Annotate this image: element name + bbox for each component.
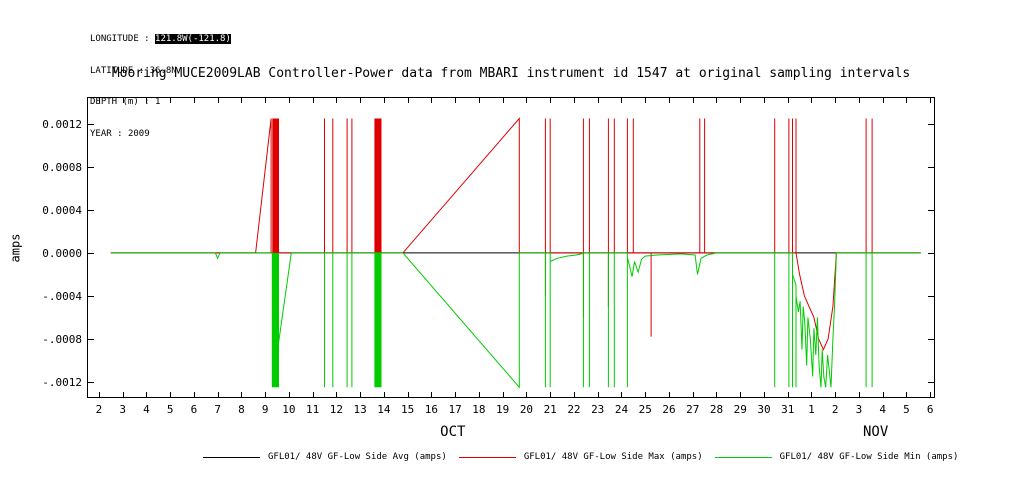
x-tick-label: 5 (166, 403, 174, 416)
legend-line-min (714, 456, 772, 458)
month-label: NOV (862, 424, 889, 440)
y-axis-label-text: amps (8, 233, 22, 262)
x-tick-label: 4 (879, 403, 887, 416)
x-tick-label: 8 (238, 403, 245, 416)
x-tick-label: 11 (306, 403, 320, 416)
x-tick-label: 17 (448, 403, 462, 416)
legend-item-min: GFL01/ 48V GF-Low Side Min (amps) (714, 452, 959, 462)
x-tick-label: 24 (614, 403, 629, 416)
x-tick-label: 3 (855, 403, 863, 416)
x-tick-label: 19 (496, 403, 510, 416)
x-tick-label: 30 (757, 403, 771, 416)
chart-title: Mooring MUCE2009LAB Controller-Power dat… (111, 66, 911, 81)
x-tick-label: 26 (662, 403, 676, 416)
metadata-longitude-value-highlighted: 121.8W(-121.8) (155, 34, 231, 44)
x-tick-label: 18 (472, 403, 486, 416)
metadata-longitude-label: LONGITUDE : (90, 34, 156, 44)
legend-line-avg (203, 456, 260, 458)
metadata-longitude: LONGITUDE : 121.8W(-121.8) (90, 34, 231, 45)
y-tick-label: -.0008 (42, 332, 82, 346)
x-tick-label: 29 (733, 403, 747, 416)
x-tick-label: 6 (926, 403, 934, 416)
legend-label-max: GFL01/ 48V GF-Low Side Max (amps) (523, 452, 703, 462)
x-tick-label: 5 (903, 403, 910, 416)
x-tick-label: 13 (353, 403, 367, 416)
y-tick-label: 0.0012 (42, 117, 82, 131)
x-tick-label: 12 (329, 403, 344, 416)
metadata-year-label: YEAR : (90, 128, 128, 139)
chart-svg (87, 97, 935, 398)
x-tick-label: 21 (543, 403, 557, 416)
y-tick-label: 0.0008 (42, 160, 82, 174)
x-tick-label: 1 (808, 403, 815, 416)
legend-line-max (458, 456, 516, 458)
x-tick-label: 2 (831, 403, 839, 416)
legend-item-max: GFL01/ 48V GF-Low Side Max (amps) (458, 452, 703, 462)
x-tick-label: 25 (638, 403, 652, 416)
legend-item-avg: GFL01/ 48V GF-Low Side Avg (amps) (203, 452, 447, 462)
x-tick-label: 9 (261, 403, 269, 416)
x-tick-label: 31 (781, 403, 795, 416)
y-tick-label: -.0004 (42, 289, 82, 303)
metadata-latitude: LATITUDE : 36.8N (90, 66, 231, 77)
x-tick-label: 28 (709, 403, 724, 416)
x-tick-label: 15 (401, 403, 415, 416)
x-tick-label: 4 (143, 403, 150, 416)
legend: GFL01/ 48V GF-Low Side Avg (amps) GFL01/… (203, 452, 958, 462)
metadata-year: YEAR : 2009 (90, 129, 231, 140)
x-tick-label: 16 (424, 403, 439, 416)
x-tick-label: 27 (686, 403, 700, 416)
y-tick-label: 0.0004 (42, 203, 82, 217)
legend-label-min: GFL01/ 48V GF-Low Side Min (amps) (779, 452, 959, 462)
metadata-latitude-label: LATITUDE : (90, 65, 150, 76)
metadata-year-value: 2009 (127, 128, 150, 139)
x-tick-label: 22 (567, 403, 581, 416)
x-tick-label: 3 (119, 403, 126, 416)
metadata-depth-value: 1 (155, 97, 161, 107)
x-tick-label: 14 (377, 403, 391, 416)
x-tick-label: 10 (282, 403, 296, 416)
x-tick-label: 2 (95, 403, 103, 416)
metadata-latitude-value: 36.8N (149, 65, 177, 76)
x-tick-label: 6 (190, 403, 198, 416)
x-tick-label: 7 (214, 403, 221, 416)
month-label: OCT (440, 424, 466, 440)
y-tick-label: -.0012 (42, 375, 82, 389)
x-tick-label: 23 (591, 403, 605, 416)
y-axis-label: amps (2, 97, 28, 398)
y-tick-label: 0.0000 (42, 246, 82, 260)
x-tick-label: 20 (519, 403, 534, 416)
legend-label-avg: GFL01/ 48V GF-Low Side Avg (amps) (268, 452, 447, 462)
